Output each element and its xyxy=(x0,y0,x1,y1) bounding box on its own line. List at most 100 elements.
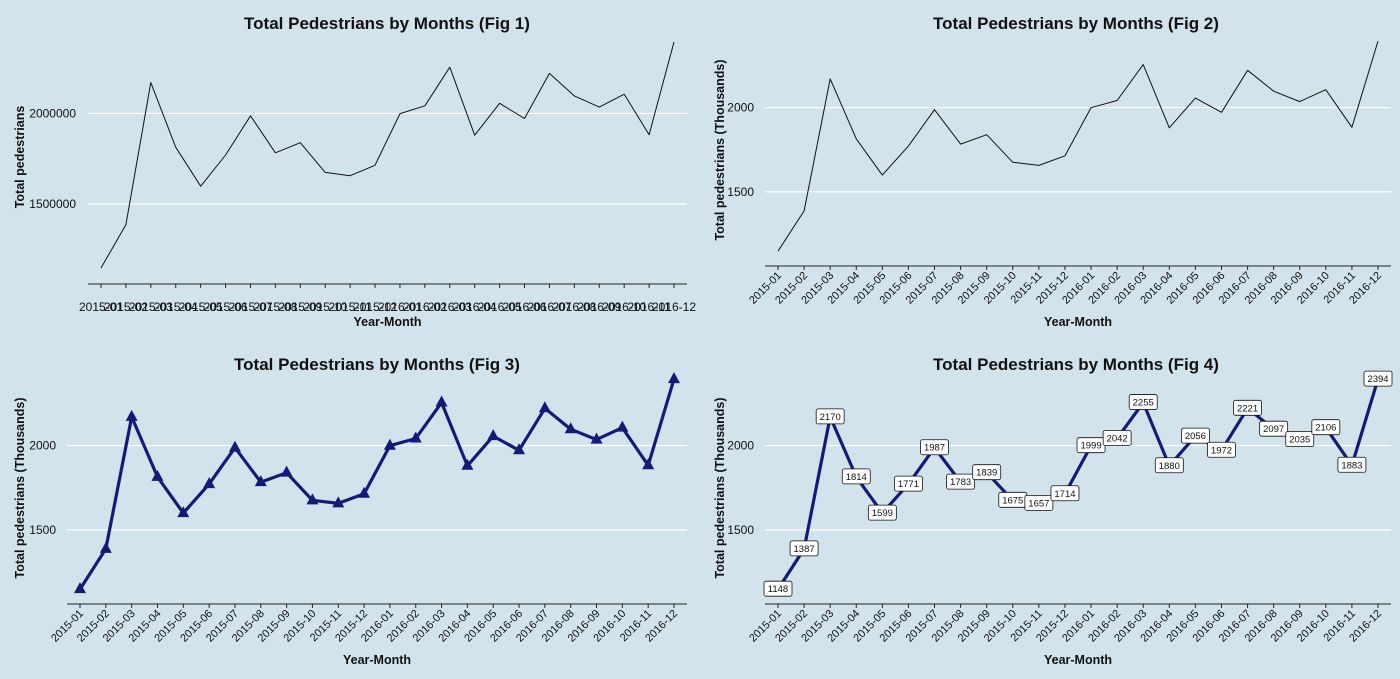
data-label: 1148 xyxy=(763,580,793,597)
x-tick-label: 2015-07 xyxy=(228,300,272,314)
data-label-box xyxy=(946,473,976,490)
x-tick-label: 2015-08 xyxy=(253,300,297,314)
x-axis-title: Year-Month xyxy=(353,315,421,329)
y-tick-label: 1500 xyxy=(29,523,56,537)
data-label: 1999 xyxy=(1076,437,1106,454)
data-label-box xyxy=(1337,456,1367,473)
data-label-box xyxy=(1259,420,1289,437)
x-tick-label: 2016-03 xyxy=(428,300,472,314)
data-label-text: 1839 xyxy=(976,468,997,479)
data-point-marker xyxy=(254,475,267,487)
data-label: 2221 xyxy=(1233,399,1262,416)
data-label-box xyxy=(1207,441,1236,458)
x-tick-label: 2015-06 xyxy=(204,300,248,314)
data-point-marker xyxy=(538,401,551,413)
data-label: 2170 xyxy=(815,408,845,425)
data-label-box xyxy=(920,439,949,456)
data-point-marker xyxy=(487,429,500,441)
series-line xyxy=(100,41,675,269)
data-label-text: 2056 xyxy=(1185,431,1206,442)
y-tick-label: 1500 xyxy=(727,185,754,199)
data-label: 1771 xyxy=(894,475,923,492)
data-point-marker xyxy=(616,420,629,432)
chart-panel-1: 150000020000002015-012015-022015-032015-… xyxy=(13,14,696,329)
data-label-text: 1999 xyxy=(1080,441,1101,452)
y-tick-label: 2000 xyxy=(29,439,56,453)
data-label-text: 1972 xyxy=(1211,445,1232,456)
data-label-text: 2106 xyxy=(1315,423,1336,434)
data-point-marker xyxy=(358,486,371,498)
data-label-box xyxy=(815,408,845,425)
series-line xyxy=(777,40,1379,252)
data-label-box xyxy=(1363,370,1393,387)
x-tick-label: 2016-02 xyxy=(403,300,447,314)
data-point-marker xyxy=(125,409,138,421)
data-label: 1657 xyxy=(1024,494,1054,511)
data-label-text: 2042 xyxy=(1107,433,1128,444)
data-label: 1387 xyxy=(789,540,819,557)
data-label-text: 2255 xyxy=(1133,398,1154,409)
data-label-text: 1657 xyxy=(1028,498,1049,509)
data-point-marker xyxy=(74,582,86,594)
x-tick-label: 2015-05 xyxy=(179,300,223,314)
x-tick-label: 2016-04 xyxy=(453,300,497,314)
data-label-box xyxy=(1180,427,1210,444)
data-label: 2097 xyxy=(1259,420,1289,437)
data-label-text: 2394 xyxy=(1367,374,1388,385)
x-tick-label: 2016-11 xyxy=(628,300,671,314)
data-label-text: 1714 xyxy=(1054,489,1075,500)
data-label-box xyxy=(763,580,793,597)
data-label-box xyxy=(894,475,923,492)
chart-title: Total Pedestrians by Months (Fig 3) xyxy=(234,355,520,374)
x-tick-label: 2015-04 xyxy=(154,300,198,314)
data-label-box xyxy=(972,464,1002,481)
data-point-marker xyxy=(99,541,112,553)
data-label-text: 1814 xyxy=(846,472,867,483)
data-label: 2042 xyxy=(1102,430,1132,446)
data-label: 1783 xyxy=(946,473,976,490)
data-label-box xyxy=(867,504,897,521)
x-tick-label: 2015-03 xyxy=(129,300,173,314)
data-label-text: 2035 xyxy=(1289,435,1310,446)
data-label-box xyxy=(1233,399,1262,416)
data-label-box xyxy=(1024,494,1054,511)
data-label-text: 2170 xyxy=(820,412,841,423)
data-point-marker xyxy=(151,469,164,481)
x-tick-label: 2016-10 xyxy=(602,300,646,314)
data-point-marker xyxy=(409,431,422,443)
y-tick-label: 2000 xyxy=(727,439,754,453)
y-axis-title: Total pedestrians (Thousands) xyxy=(13,397,27,578)
y-tick-label: 2000 xyxy=(727,101,754,115)
y-tick-label: 1500000 xyxy=(29,197,76,211)
data-label: 2106 xyxy=(1311,419,1341,436)
data-label-text: 1387 xyxy=(794,544,815,555)
data-label-text: 1771 xyxy=(898,479,919,490)
chart-title: Total Pedestrians by Months (Fig 4) xyxy=(933,355,1219,374)
data-point-marker xyxy=(435,395,448,407)
chart-title: Total Pedestrians by Months (Fig 1) xyxy=(244,14,530,33)
data-label-text: 1783 xyxy=(950,477,971,488)
data-point-marker xyxy=(668,372,680,384)
x-tick-label: 2016-01 xyxy=(378,300,422,314)
data-label: 1714 xyxy=(1050,485,1080,502)
data-label-text: 2097 xyxy=(1263,424,1284,435)
data-point-marker xyxy=(564,422,577,434)
x-tick-label: 2015-02 xyxy=(104,300,148,314)
data-label: 1599 xyxy=(867,504,897,521)
data-label: 1972 xyxy=(1207,441,1236,458)
data-label-text: 1987 xyxy=(924,443,945,454)
data-point-marker xyxy=(177,506,190,518)
data-label-box xyxy=(1154,457,1184,474)
data-label-box xyxy=(841,468,871,485)
data-point-marker xyxy=(228,440,241,452)
y-tick-label: 1500 xyxy=(727,523,754,537)
y-axis-title: Total pedestrians xyxy=(13,106,27,209)
x-tick-label: 2016-06 xyxy=(502,300,546,314)
data-label-box xyxy=(1102,430,1132,446)
y-axis-title: Total pedestrians (Thousands) xyxy=(713,397,727,578)
x-tick-label: 2015-01 xyxy=(79,300,123,314)
x-tick-label: 2016-07 xyxy=(527,300,571,314)
data-point-marker xyxy=(203,477,216,489)
chart-title: Total Pedestrians by Months (Fig 2) xyxy=(933,14,1219,33)
